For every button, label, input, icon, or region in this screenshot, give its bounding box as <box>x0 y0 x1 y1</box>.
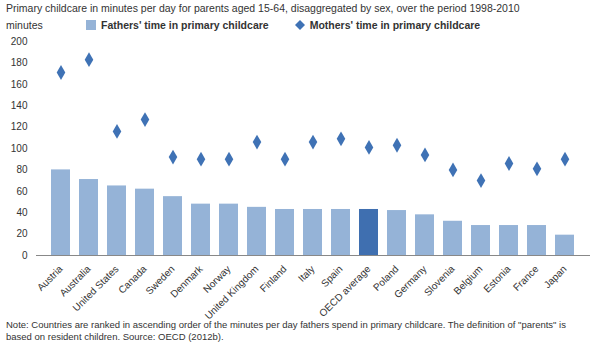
svg-text:120: 120 <box>11 121 28 132</box>
svg-text:Denmark: Denmark <box>168 263 205 300</box>
html-text:Note: Countries are ranked in: Note: Countries are ranked in ascending … <box>6 319 566 342</box>
svg-text:40: 40 <box>16 207 28 218</box>
svg-text:Sweden: Sweden <box>143 263 177 297</box>
svg-text:Germany: Germany <box>392 263 429 300</box>
svg-text:Poland: Poland <box>370 263 401 293</box>
html-text:Mothers' time in primary child: Mothers' time in primary childcare <box>309 19 481 31</box>
svg-text:20: 20 <box>16 228 28 239</box>
svg-text:Estonia: Estonia <box>481 263 513 295</box>
svg-text:United States: United States <box>70 263 120 313</box>
svg-text:Japan: Japan <box>542 263 569 290</box>
svg-text:200: 200 <box>11 36 28 47</box>
svg-text:60: 60 <box>16 186 28 197</box>
svg-text:180: 180 <box>11 57 28 68</box>
svg-text:OECD average: OECD average <box>317 263 373 319</box>
svg-text:Canada: Canada <box>116 263 149 296</box>
svg-text:Spain: Spain <box>319 263 345 289</box>
html-text:minutes: minutes <box>6 19 43 31</box>
svg-text:80: 80 <box>16 164 28 175</box>
svg-text:160: 160 <box>11 79 28 90</box>
svg-text:Slovenia: Slovenia <box>422 263 457 298</box>
svg-text:Austria: Austria <box>34 263 65 293</box>
html-text:Primary childcare in minutes p: Primary childcare in minutes per day for… <box>6 2 520 14</box>
svg-text:0: 0 <box>22 250 28 261</box>
svg-text:France: France <box>511 263 541 293</box>
svg-text:Norway: Norway <box>200 263 233 295</box>
svg-text:100: 100 <box>11 143 28 154</box>
svg-text:Australia: Australia <box>57 263 93 299</box>
svg-text:140: 140 <box>11 100 28 111</box>
html-text:Fathers' time in primary child: Fathers' time in primary childcare <box>101 19 269 31</box>
svg-text:Belgium: Belgium <box>451 263 484 296</box>
svg-text:Italy: Italy <box>296 263 317 284</box>
svg-text:United Kingdom: United Kingdom <box>203 263 261 319</box>
svg-text:Finland: Finland <box>258 263 289 294</box>
